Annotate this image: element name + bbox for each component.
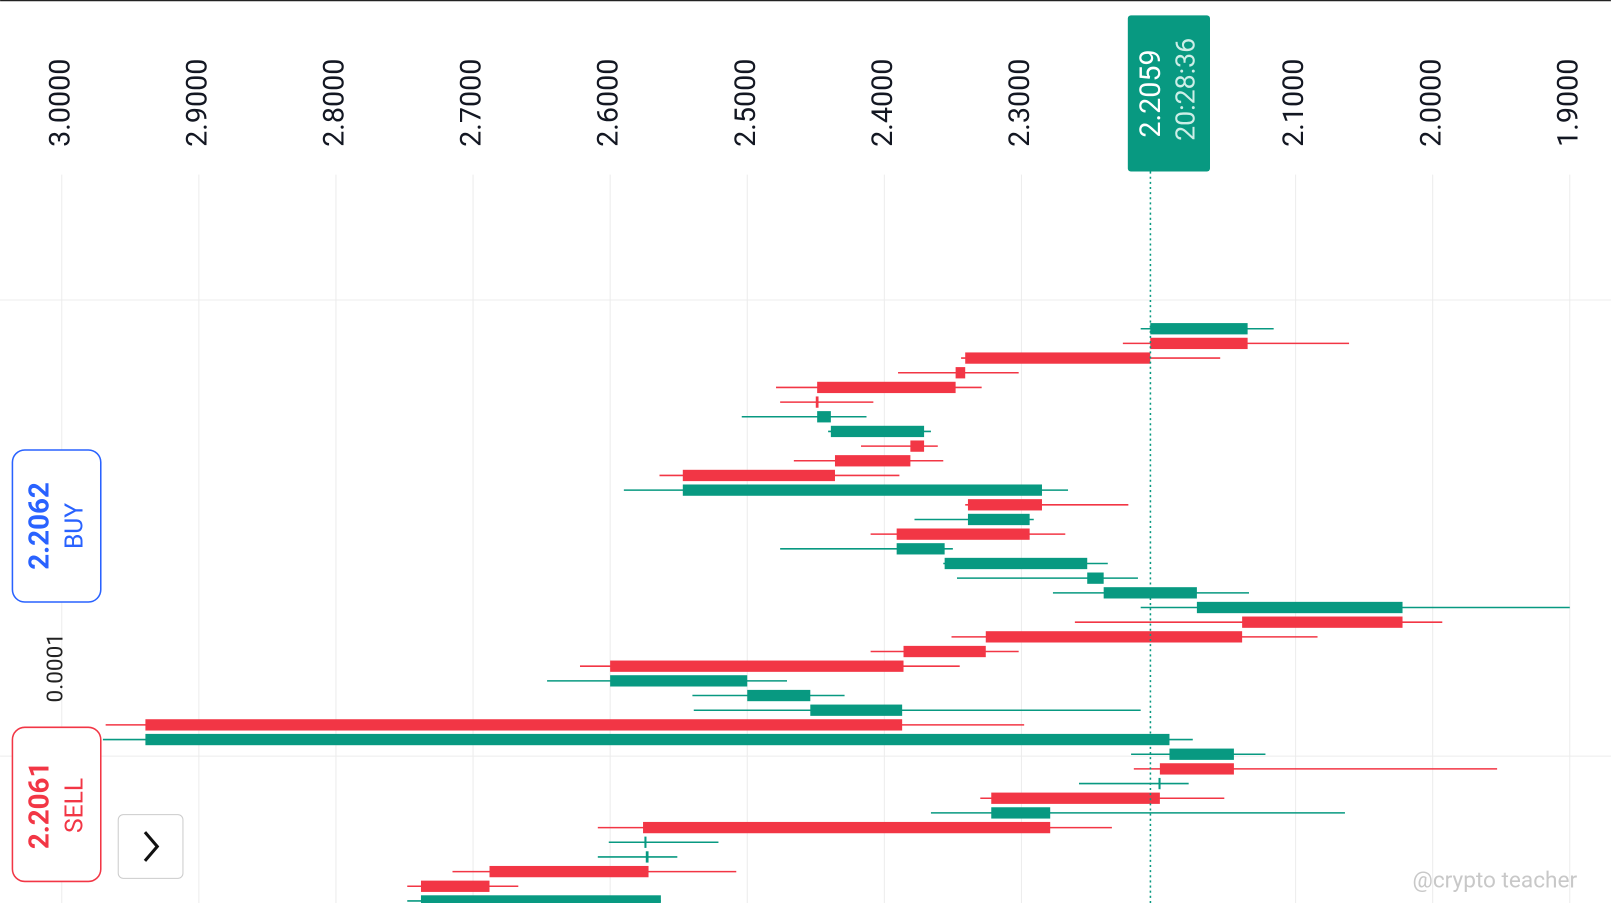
- candle-body: [944, 557, 1088, 570]
- candle-body: [991, 792, 1160, 804]
- countdown-label: 20:28:36: [1169, 38, 1201, 141]
- x-tick-label: 2.0000: [1414, 59, 1448, 147]
- candle-body: [815, 396, 819, 408]
- sell-label: SELL: [61, 778, 90, 833]
- overlay: 2.2059 20:28:36: [1127, 15, 1211, 903]
- candle-body: [1169, 748, 1234, 760]
- candle-body: [1158, 777, 1161, 790]
- candle-body: [810, 704, 903, 716]
- candle-body: [682, 484, 1042, 496]
- candle-body: [1242, 616, 1403, 628]
- candle-body: [420, 880, 490, 892]
- candle-body: [834, 455, 911, 467]
- x-tick-label: 2.4000: [866, 59, 900, 147]
- candle-body: [420, 895, 661, 903]
- candle-body: [610, 660, 904, 672]
- candle-body: [903, 645, 986, 658]
- candle-body: [955, 367, 966, 379]
- candle-body: [643, 821, 1051, 834]
- candle-body: [645, 851, 649, 863]
- candle-body: [1150, 323, 1248, 335]
- candle-body: [145, 719, 903, 731]
- candle-body: [1087, 572, 1104, 584]
- buy-price: 2.2062: [23, 482, 56, 570]
- candle-body: [991, 807, 1051, 819]
- current-price-box: [1127, 15, 1211, 172]
- candle-body: [1150, 337, 1248, 350]
- candle-body: [985, 631, 1243, 643]
- candle-body: [145, 733, 1170, 746]
- spread: 0.0001: [42, 633, 69, 702]
- candle-body: [896, 543, 945, 555]
- sell-button[interactable]: [11, 726, 102, 883]
- x-tick-label: 2.3000: [1003, 59, 1037, 147]
- candles: [102, 323, 1570, 903]
- candle-body: [965, 352, 1151, 364]
- grid: 3.0000 2.9000 2.8000 2.7000 2.6000 2.5000 2.40…: [43, 59, 1585, 903]
- x-tick-label: 2.8000: [318, 59, 352, 147]
- candle-body: [830, 425, 925, 438]
- current-price-label: 2.2059: [1134, 49, 1168, 137]
- buy-button[interactable]: [11, 449, 102, 603]
- x-tick-label: 2.6000: [592, 59, 626, 147]
- expand-button[interactable]: [117, 814, 184, 879]
- x-tick-label: 2.9000: [180, 59, 214, 147]
- watermark: @crypto teacher: [1413, 866, 1578, 893]
- x-tick-label: 2.7000: [455, 59, 489, 147]
- x-tick-label: 2.5000: [729, 59, 763, 147]
- candle-body: [910, 440, 925, 452]
- candle-body: [817, 381, 956, 394]
- candle-body: [1159, 763, 1234, 775]
- candle-body: [896, 528, 1030, 540]
- candle-body: [682, 469, 835, 482]
- candle-body: [489, 865, 649, 878]
- buy-label: BUY: [61, 503, 90, 549]
- candle-body: [1196, 601, 1403, 614]
- sell-price: 2.2061: [23, 762, 56, 850]
- candle-body: [747, 689, 811, 702]
- candle-body: [967, 499, 1042, 511]
- candle-body: [967, 513, 1030, 526]
- candle-body: [817, 411, 831, 423]
- x-tick-label: 1.9000: [1551, 59, 1585, 147]
- x-tick-label: 2.1000: [1277, 59, 1311, 147]
- chevron-icon: [143, 831, 160, 862]
- candle-body: [610, 675, 748, 687]
- candle-body: [644, 836, 647, 848]
- x-tick-label: 3.0000: [43, 59, 77, 147]
